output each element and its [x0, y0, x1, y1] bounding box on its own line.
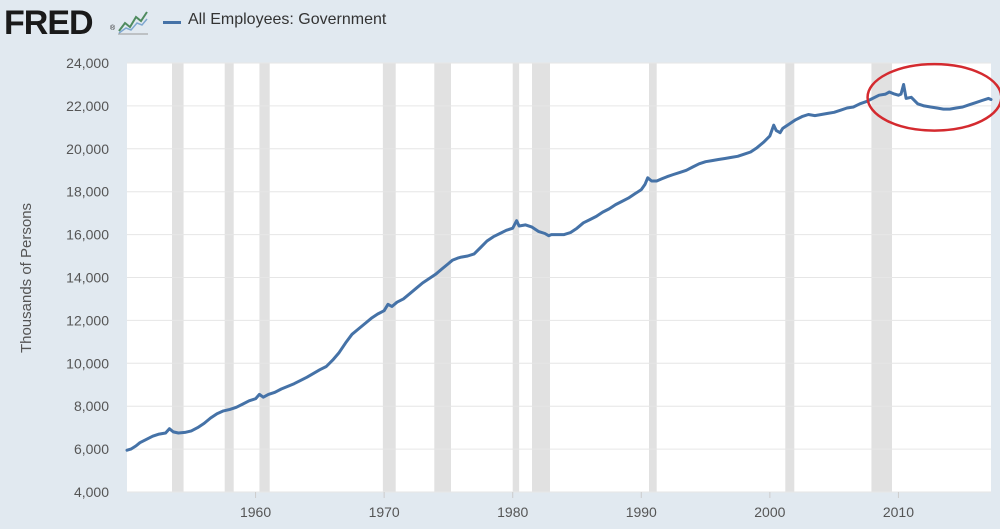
y-tick-label: 20,000: [66, 141, 109, 157]
registered-mark: ®: [110, 25, 116, 32]
series-line[interactable]: [125, 83, 993, 452]
y-tick-label: 10,000: [66, 355, 109, 371]
x-tick-label: 1980: [497, 504, 528, 520]
chart-header: FRED ® All Employees: Government: [0, 0, 1000, 46]
y-axis-title: Thousands of Persons: [18, 203, 35, 353]
y-tick-label: 12,000: [66, 312, 109, 328]
fred-graph-icon[interactable]: [117, 9, 149, 35]
y-tick-label: 14,000: [66, 270, 109, 286]
x-tick-label: 1990: [626, 504, 657, 520]
x-tick-label: 2000: [754, 504, 785, 520]
annotation-ellipse: [866, 62, 1000, 132]
x-axis-labels: 1960 1970 1980 1990 2000 2010: [240, 492, 914, 520]
y-axis-labels: 4,000 6,000 8,000 10,000 12,000 14,000 16,000 1…: [66, 55, 109, 500]
y-tick-label: 6,000: [74, 441, 109, 457]
y-tick-label: 22,000: [66, 98, 109, 114]
legend-swatch: [163, 21, 181, 24]
x-tick-label: 1960: [240, 504, 271, 520]
x-tick-label: 1970: [369, 504, 400, 520]
y-tick-label: 8,000: [74, 398, 109, 414]
fred-logo[interactable]: FRED: [4, 4, 94, 42]
series-layer: [125, 83, 993, 452]
x-tick-label: 2010: [883, 504, 914, 520]
y-tick-label: 16,000: [66, 227, 109, 243]
annotation-layer: [866, 62, 1000, 132]
y-tick-label: 4,000: [74, 484, 109, 500]
y-tick-label: 24,000: [66, 55, 109, 71]
legend-series-label[interactable]: All Employees: Government: [188, 11, 387, 28]
y-tick-label: 18,000: [66, 184, 109, 200]
